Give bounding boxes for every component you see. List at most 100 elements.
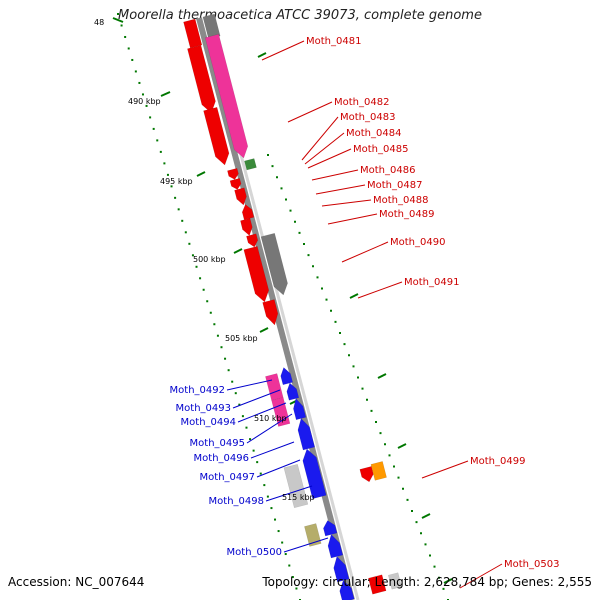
gene-label-reverse[interactable]: Moth_0496 — [194, 453, 249, 464]
gene-label-reverse[interactable]: Moth_0495 — [190, 438, 245, 449]
tick-dash — [112, 17, 124, 23]
gene-label-forward[interactable]: Moth_0484 — [346, 128, 401, 139]
gene-feature-light-gray[interactable] — [387, 572, 402, 590]
inner-tick-ring-dot — [127, 47, 130, 50]
tick-label: 515 kbp — [282, 493, 315, 502]
gene-label-forward[interactable]: Moth_0490 — [390, 237, 445, 248]
gene-label-forward[interactable]: Moth_0485 — [353, 144, 408, 155]
outer-tick-ring-dot — [402, 487, 404, 490]
tick-dash — [397, 443, 407, 449]
label-leader-line — [304, 132, 345, 165]
gene-feature-pink[interactable] — [265, 373, 284, 401]
outer-tick-ring-dot — [420, 532, 422, 535]
gene-feature-red[interactable] — [229, 177, 242, 190]
gene-label-forward[interactable]: Moth_0488 — [373, 195, 428, 206]
gene-feature-red[interactable] — [359, 466, 374, 483]
gene-feature-blue[interactable] — [339, 580, 355, 600]
gene-feature-blue[interactable] — [327, 534, 344, 559]
label-leader-line — [327, 213, 378, 225]
inner-tick-ring-dot — [263, 484, 266, 487]
outer-tick-ring-dot — [429, 554, 431, 557]
tick-dash — [349, 293, 359, 299]
inner-tick-ring-dot — [213, 323, 216, 326]
outer-tick-ring-dot — [280, 187, 283, 190]
gene-label-forward[interactable]: Moth_0489 — [379, 209, 434, 220]
gene-label-reverse[interactable]: Moth_0497 — [200, 472, 255, 483]
gene-feature-pink[interactable] — [271, 397, 291, 427]
label-leader-line — [256, 459, 301, 478]
gene-feature-gray[interactable] — [260, 232, 288, 296]
genome-summary-text: Topology: circular; Length: 2,628,784 bp… — [262, 575, 592, 589]
gene-label-forward[interactable]: Moth_0482 — [334, 97, 389, 108]
tick-dash — [377, 373, 387, 379]
gene-feature-red[interactable] — [240, 217, 253, 236]
label-leaders — [226, 40, 503, 589]
label-leader-line — [232, 389, 281, 409]
gene-feature-red[interactable] — [203, 106, 230, 166]
gene-feature-blue[interactable] — [293, 397, 307, 421]
gene-label-reverse[interactable]: Moth_0492 — [170, 385, 225, 396]
gene-label-reverse[interactable]: Moth_0500 — [227, 547, 282, 558]
inner-tick-ring-dot — [277, 530, 280, 533]
gene-label-forward[interactable]: Moth_0499 — [470, 456, 525, 467]
tick-label: 48 — [94, 18, 104, 27]
gene-feature-olive[interactable] — [304, 523, 322, 547]
outer-tick-ring-dot — [357, 376, 359, 379]
gene-feature-red[interactable] — [262, 299, 279, 326]
inner-tick-ring-dot — [224, 357, 227, 360]
gene-feature-blue[interactable] — [286, 382, 300, 401]
gene-label-forward[interactable]: Moth_0483 — [340, 112, 395, 123]
gene-feature-blue[interactable] — [302, 448, 327, 500]
tick-label: 505 kbp — [225, 334, 258, 343]
gene-feature-orange[interactable] — [370, 461, 387, 481]
gene-feature-blue[interactable] — [280, 367, 294, 386]
label-leader-line — [301, 116, 339, 161]
gene-feature-blue[interactable] — [297, 418, 316, 451]
label-leader-line — [261, 40, 305, 61]
gene-feature-light-gray[interactable] — [283, 463, 309, 509]
inner-tick-ring-dot — [288, 564, 291, 567]
inner-tick-ring-dot — [141, 93, 144, 96]
inner-tick-ring-dot — [181, 219, 184, 222]
gene-label-forward[interactable]: Moth_0503 — [504, 559, 559, 570]
inner-tick-ring-dot — [284, 553, 287, 556]
tick-ring — [112, 13, 453, 600]
inner-tick-ring-dot — [227, 369, 230, 372]
inner-tick-ring-dot — [216, 334, 219, 337]
inner-tick-ring-dot — [184, 231, 187, 234]
gene-label-reverse[interactable]: Moth_0494 — [181, 417, 236, 428]
inner-tick-ring-dot — [220, 346, 223, 349]
inner-tick-ring-dot — [145, 104, 148, 107]
inner-tick-ring-dot — [256, 461, 259, 464]
gene-feature-top-red[interactable] — [183, 18, 203, 49]
inner-tick-ring-dot — [295, 587, 298, 590]
inner-tick-ring-dot — [174, 196, 177, 199]
gene-label-reverse[interactable]: Moth_0498 — [209, 496, 264, 507]
gene-label-reverse[interactable]: Moth_0493 — [176, 403, 231, 414]
gene-feature-red[interactable] — [246, 233, 259, 248]
inner-tick-ring-dot — [191, 254, 194, 257]
gene-feature-red[interactable] — [368, 574, 387, 595]
outer-tick-ring-dot — [366, 398, 368, 401]
inner-tick-ring-dot — [195, 265, 198, 268]
gene-feature-red[interactable] — [234, 187, 247, 206]
inner-tick-ring-dot — [270, 507, 273, 510]
gene-feature-pink[interactable] — [204, 33, 249, 159]
gene-label-forward[interactable]: Moth_0487 — [367, 180, 422, 191]
gene-feature-red[interactable] — [227, 167, 239, 180]
outer-tick-ring-dot — [415, 521, 418, 524]
gene-feature-green[interactable] — [244, 158, 257, 171]
outer-tick-ring-dot — [379, 432, 382, 435]
gene-feature-blue[interactable] — [323, 520, 338, 537]
gene-label-forward[interactable]: Moth_0486 — [360, 165, 415, 176]
outer-tick-ring-dot — [393, 465, 395, 468]
gene-label-forward[interactable]: Moth_0481 — [306, 36, 361, 47]
backbone-light-line — [203, 17, 360, 600]
inner-tick-ring-dot — [202, 288, 205, 291]
inner-tick-ring-dot — [291, 576, 294, 579]
gene-feature-red[interactable] — [187, 44, 216, 114]
gene-feature-red[interactable] — [241, 204, 255, 221]
inner-tick-ring-dot — [124, 35, 127, 38]
gene-label-forward[interactable]: Moth_0491 — [404, 277, 459, 288]
gene-feature-red[interactable] — [243, 245, 270, 303]
